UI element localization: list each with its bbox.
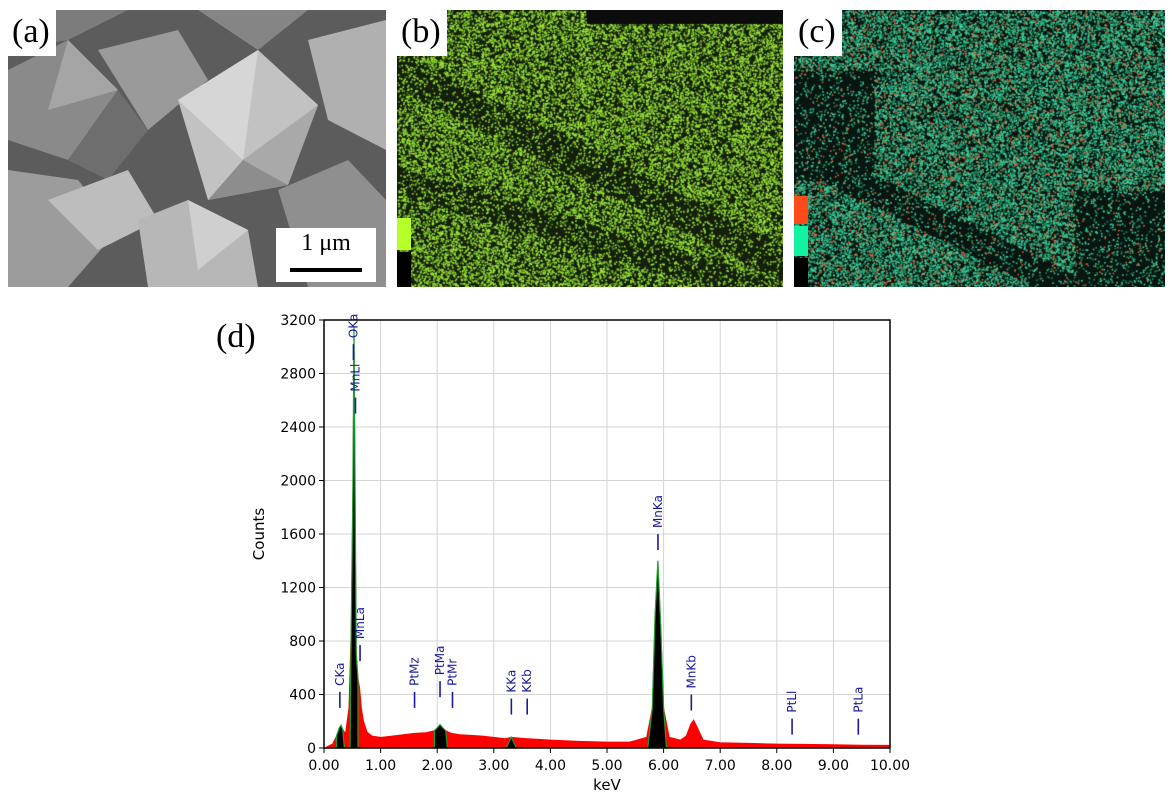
scale-bar: 1 μm (276, 228, 376, 282)
panel-c-label: (c) (794, 10, 842, 56)
peak-marker-label: MnKb (684, 655, 698, 688)
peak-marker-label: MnKa (651, 495, 665, 528)
spectrum-series (326, 326, 891, 749)
x-tick-label: 7.00 (705, 758, 736, 774)
peak-marker-label: PtLa (851, 687, 865, 713)
peak-marker-label: MnLa (353, 607, 367, 639)
eds-map-panel-c: (c) (794, 10, 1165, 287)
color-swatch-black (794, 258, 808, 287)
x-tick-label: 3.00 (478, 758, 509, 774)
panel-d-label: (d) (216, 318, 256, 355)
x-tick-label: 0.00 (308, 758, 339, 774)
y-tick-label: 400 (289, 688, 316, 704)
y-axis-label: Counts (250, 508, 268, 561)
sem-image-panel: (a) 1 μm (8, 10, 386, 287)
sem-octahedra-image (8, 10, 386, 287)
peak-fill (335, 724, 346, 749)
scale-bar-line (290, 268, 362, 272)
peak-marker-label: PtMa (433, 646, 447, 676)
eds-spectrum-chart: 0.00 1.00 2.00 3.00 4.00 5.00 6.00 7.00 8.00 9.00… (250, 313, 910, 794)
y-tick-label: 2800 (280, 367, 316, 383)
color-swatch-green (397, 218, 411, 250)
eds-map-image-c (794, 10, 1165, 287)
peak-marker-label: KKb (520, 669, 534, 692)
x-tick-label: 10.00 (870, 758, 910, 774)
peak-fill (349, 326, 359, 749)
color-swatch-black (397, 252, 411, 287)
eds-map-image-b (397, 10, 783, 287)
x-tick-label: 6.00 (648, 758, 679, 774)
scale-bar-label: 1 μm (301, 230, 351, 256)
x-tick-label: 5.00 (591, 758, 622, 774)
peak-marker-label: PtMr (445, 659, 459, 686)
peak-marker-label: PtLl (785, 691, 799, 713)
color-swatch-orange (794, 196, 808, 224)
x-tick-label: 9.00 (818, 758, 849, 774)
x-tick-label: 8.00 (761, 758, 792, 774)
peak-fill (647, 560, 668, 749)
y-tick-label: 1600 (280, 527, 316, 543)
chart-ticks: 0.00 1.00 2.00 3.00 4.00 5.00 6.00 7.00 8.00 9.00… (280, 313, 910, 774)
color-swatch-teal (794, 226, 808, 256)
peak-marker-label: KKa (504, 670, 518, 693)
peak-marker-label: CKa (333, 662, 347, 685)
x-tick-label: 4.00 (535, 758, 566, 774)
y-tick-label: 2000 (280, 474, 316, 490)
peak-marker-label: PtMz (408, 657, 422, 686)
eds-map-panel-b: (b) (397, 10, 783, 287)
plot-frame (323, 319, 891, 749)
y-tick-label: 2400 (280, 420, 316, 436)
panel-a-label: (a) (8, 10, 56, 56)
x-tick-label: 2.00 (422, 758, 453, 774)
peak-marker-label: OKa (346, 314, 360, 338)
y-tick-label: 800 (289, 634, 316, 650)
panel-b-label: (b) (397, 10, 447, 56)
peak-fill (433, 723, 449, 749)
x-axis-label: keV (593, 776, 621, 794)
y-tick-label: 0 (307, 741, 316, 757)
peak-marker-label: MnLl (348, 364, 362, 392)
y-tick-label: 3200 (280, 313, 316, 329)
x-tick-label: 1.00 (365, 758, 396, 774)
y-tick-label: 1200 (280, 581, 316, 597)
